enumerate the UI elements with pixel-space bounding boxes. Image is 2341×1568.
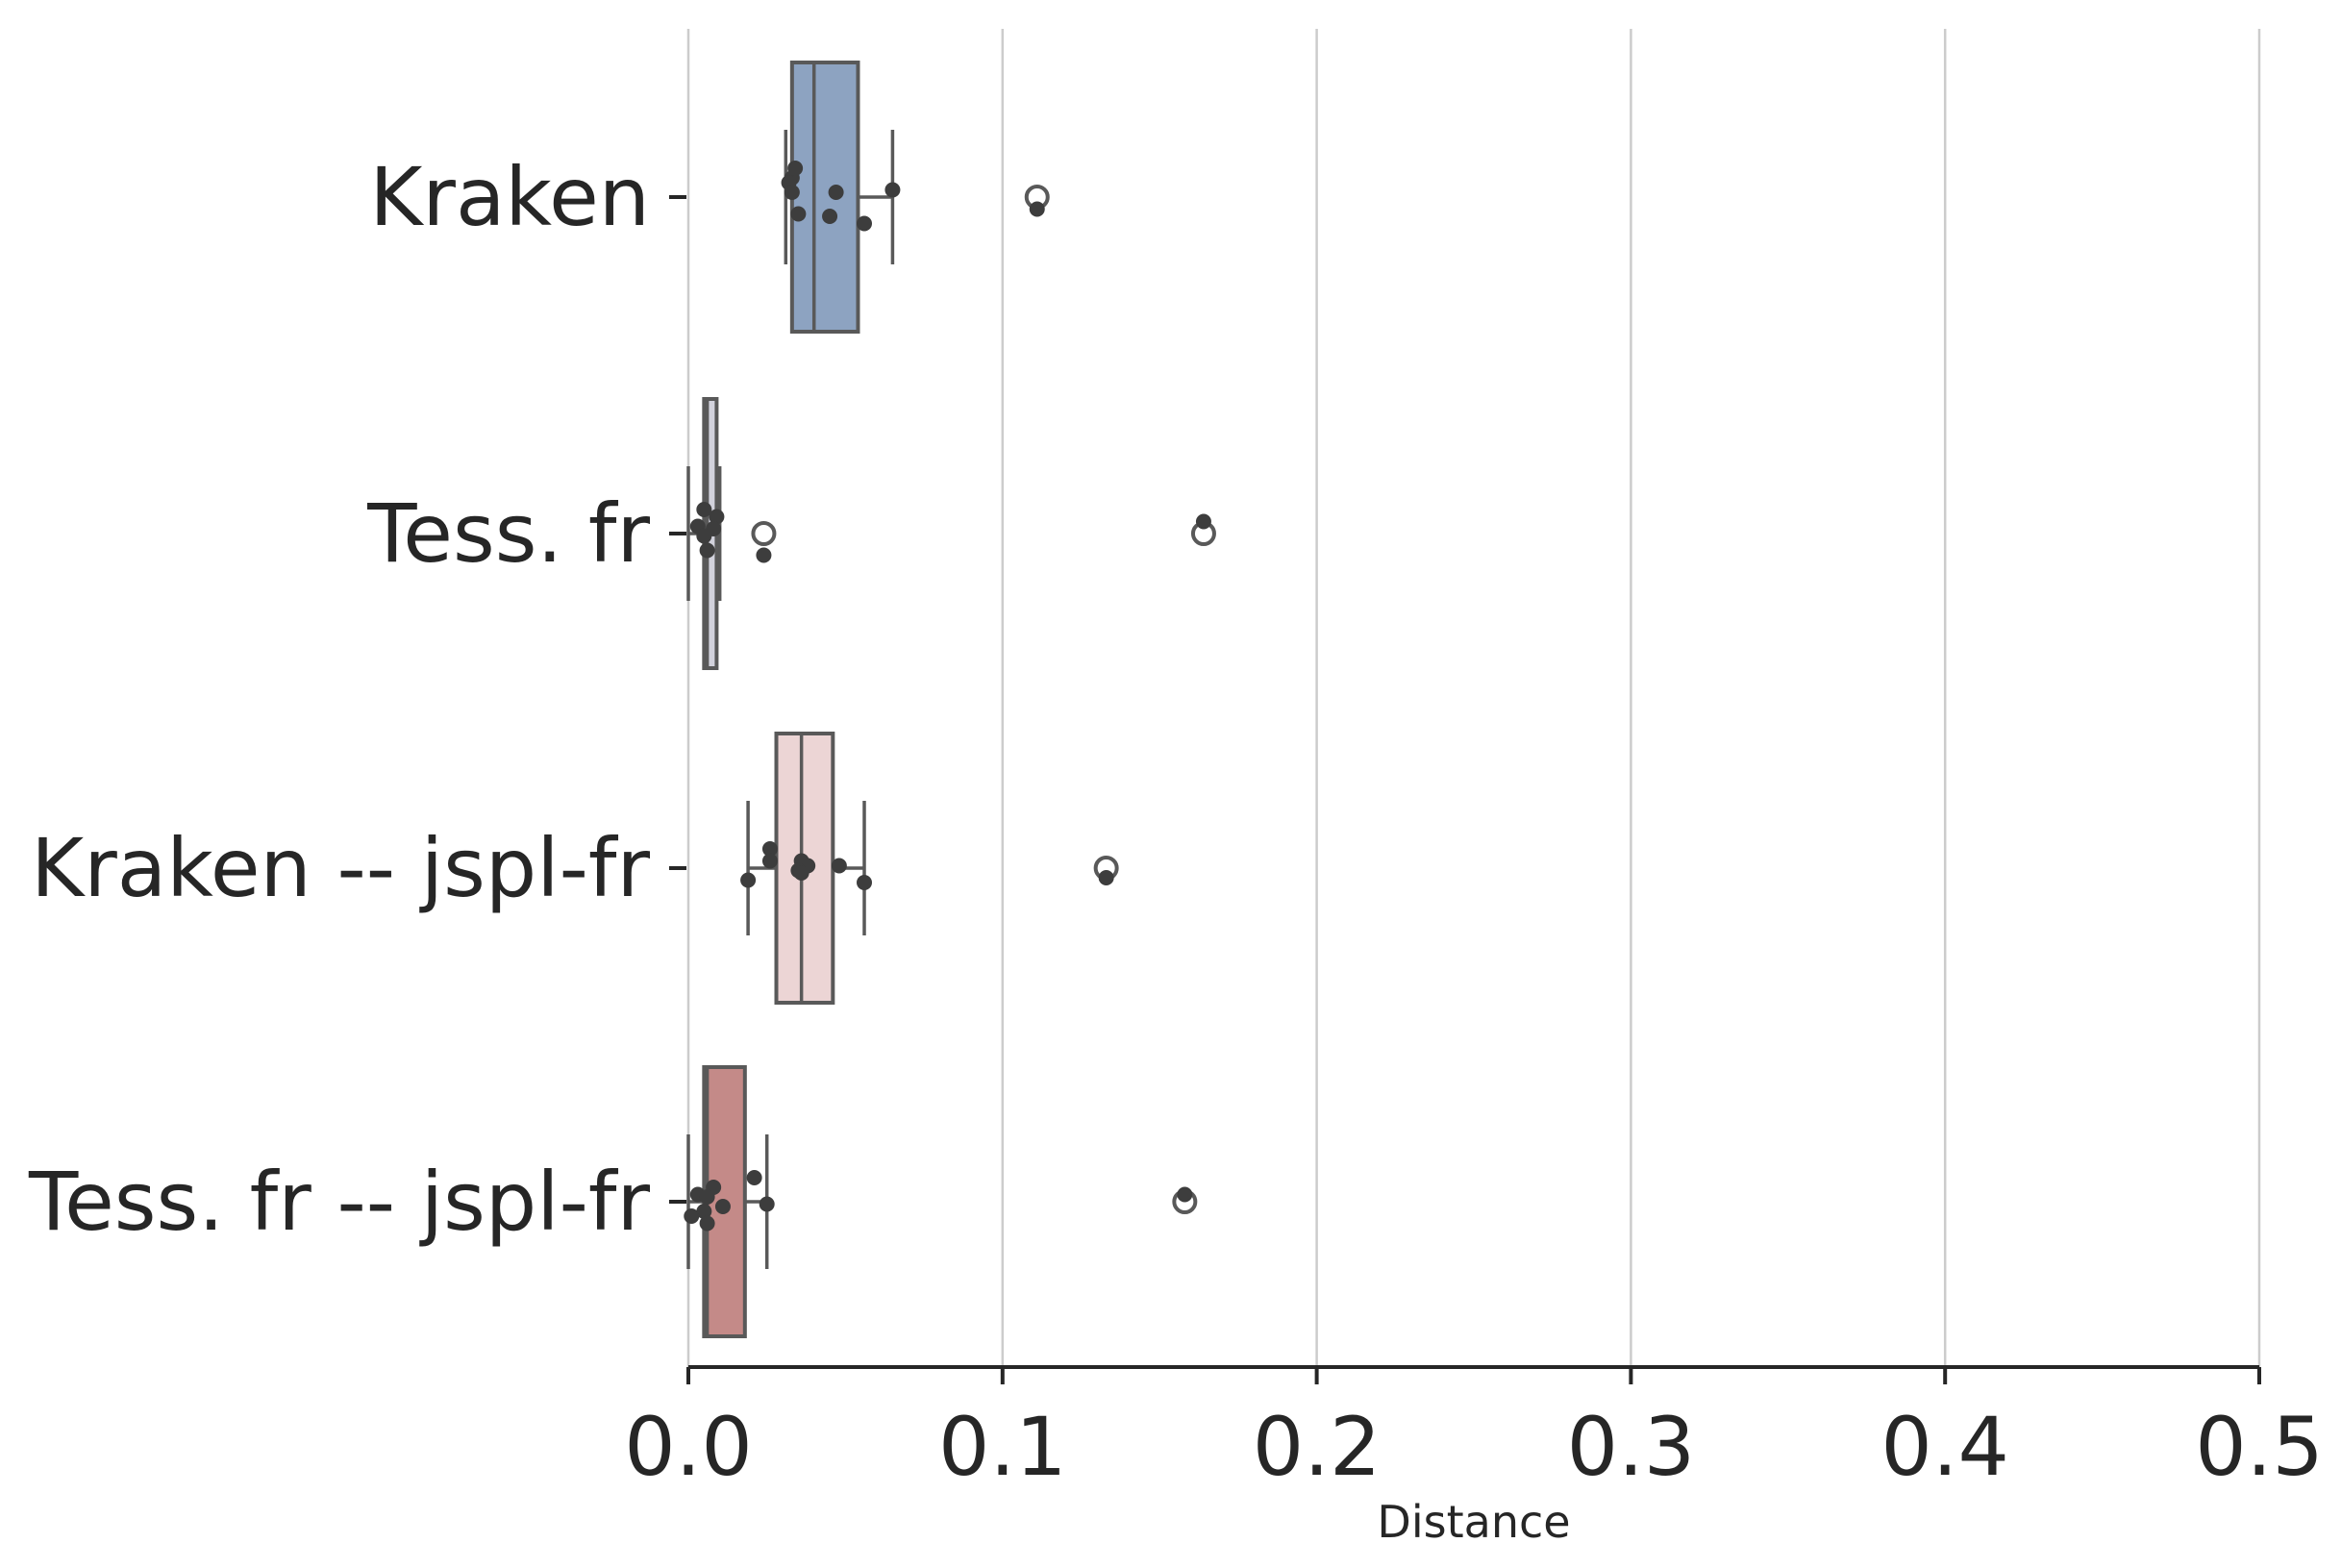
data-point: [759, 1196, 775, 1212]
x-tick-label: 0.4: [1880, 1400, 2009, 1494]
data-point: [699, 1215, 715, 1232]
data-point: [740, 872, 757, 888]
data-point: [756, 547, 772, 563]
data-point: [696, 502, 712, 517]
x-tick-label: 0.1: [938, 1400, 1067, 1494]
x-axis: 0.0 0.1 0.2 0.3 0.4 0.5: [624, 1365, 2324, 1494]
grid-lines: [686, 29, 2261, 1367]
data-point: [857, 215, 873, 232]
y-axis-categories: Kraken Tess. fr Kraken -- jspl-fr Tess. fr …: [28, 150, 686, 1249]
data-point: [696, 528, 712, 544]
category-label: Tess. fr -- jspl-fr: [28, 1155, 650, 1249]
category-label: Kraken: [369, 150, 650, 244]
strip-points: [684, 161, 1211, 1232]
x-tick-label: 0.2: [1253, 1400, 1382, 1494]
data-point: [746, 1170, 762, 1185]
box-iqr: [789, 61, 860, 334]
data-point: [684, 1208, 700, 1224]
data-point: [1195, 513, 1211, 530]
data-point: [761, 853, 778, 869]
x-tick-label: 0.3: [1567, 1400, 1696, 1494]
boxes: [686, 61, 1216, 1338]
data-point: [787, 161, 804, 176]
category-label: Kraken -- jspl-fr: [31, 821, 650, 915]
data-point: [1177, 1186, 1193, 1203]
data-point: [790, 206, 807, 222]
outlier-marker: [751, 521, 777, 546]
box-1: [686, 397, 1216, 670]
data-point: [793, 865, 809, 881]
data-point: [1029, 201, 1045, 217]
data-point: [822, 209, 838, 224]
data-point: [884, 182, 901, 198]
data-point: [857, 875, 873, 890]
box-0: [784, 61, 1050, 334]
x-axis-title: Distance: [1377, 1496, 1570, 1548]
data-point: [831, 858, 847, 874]
data-point: [696, 1204, 712, 1219]
x-tick-label: 0.0: [624, 1400, 753, 1494]
data-point: [828, 185, 844, 200]
data-point: [699, 542, 715, 559]
data-point: [784, 185, 800, 200]
data-point: [1098, 870, 1114, 885]
data-point: [709, 509, 725, 525]
category-label: Tess. fr: [366, 486, 650, 581]
x-tick-label: 0.5: [2195, 1400, 2324, 1494]
data-point: [699, 1189, 715, 1205]
data-point: [714, 1199, 731, 1214]
data-point: [761, 841, 778, 857]
